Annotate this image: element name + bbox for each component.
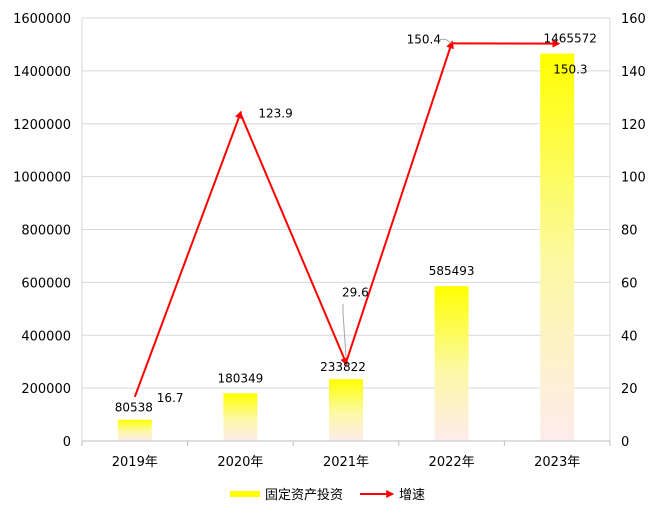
right-tick-label: 80	[621, 224, 638, 239]
right-tick-label: 20	[621, 382, 638, 397]
bar-value-label: 585493	[429, 264, 475, 278]
data-labels: 80538 180349 233822 585493 1465572 16.7 123.9 2…	[115, 32, 597, 415]
left-tick-label: 800000	[21, 224, 71, 239]
left-tick-label: 1000000	[13, 171, 71, 186]
left-tick-label: 1400000	[13, 65, 71, 80]
line-segment	[239, 113, 348, 366]
right-tick-label: 100	[621, 171, 646, 186]
left-tick-label: 400000	[21, 329, 71, 344]
right-tick-label: 140	[621, 65, 646, 80]
right-tick-label: 160	[621, 12, 646, 27]
bar	[540, 53, 575, 442]
growth-value-label: 123.9	[258, 106, 292, 120]
left-tick-label: 600000	[21, 276, 71, 291]
growth-value-label: 150.4	[407, 32, 441, 46]
bar	[117, 419, 152, 441]
left-tick-label: 1600000	[13, 12, 71, 27]
legend-label-bar: 固定资产投资	[265, 487, 343, 503]
legend-label-line: 增速	[399, 488, 425, 503]
right-tick-label: 0	[621, 435, 629, 450]
legend: 固定资产投资 增速	[230, 487, 425, 503]
bar-value-label: 1465572	[543, 32, 596, 46]
x-tick-label: 2022年	[429, 455, 475, 470]
line-segment	[133, 110, 243, 398]
bar-value-label: 80538	[115, 401, 153, 415]
right-tick-label: 120	[621, 118, 646, 133]
left-tick-label: 1200000	[13, 118, 71, 133]
x-tick-label: 2023年	[534, 455, 580, 470]
line-segment	[345, 40, 454, 364]
bar	[223, 393, 258, 441]
left-tick-label: 0	[63, 435, 71, 450]
bars	[117, 53, 575, 442]
growth-line	[133, 39, 561, 398]
left-axis: 0 200000 400000 600000 800000 1000000 1200000 1…	[13, 12, 83, 450]
leader-line	[439, 38, 452, 44]
x-tick-label: 2021年	[323, 455, 369, 470]
right-tick-label: 40	[621, 329, 638, 344]
x-tick-label: 2020年	[217, 455, 263, 470]
growth-value-label: 16.7	[157, 391, 184, 405]
growth-value-label: 150.3	[553, 63, 587, 77]
legend-swatch-bar	[230, 491, 260, 497]
left-tick-label: 200000	[21, 382, 71, 397]
gridlines	[82, 17, 610, 389]
bar-value-label: 180349	[217, 371, 263, 385]
bar	[329, 379, 363, 441]
x-axis: 2019年 2020年 2021年 2022年 2023年	[81, 440, 611, 470]
bar-value-label: 233822	[320, 360, 366, 374]
leader-line	[342, 303, 347, 357]
right-tick-label: 60	[621, 276, 638, 291]
right-axis: 0 20 40 60 80 100 120 140 160	[609, 12, 646, 450]
bar	[434, 286, 469, 441]
x-tick-label: 2019年	[112, 455, 158, 470]
growth-value-label: 29.6	[342, 286, 369, 300]
